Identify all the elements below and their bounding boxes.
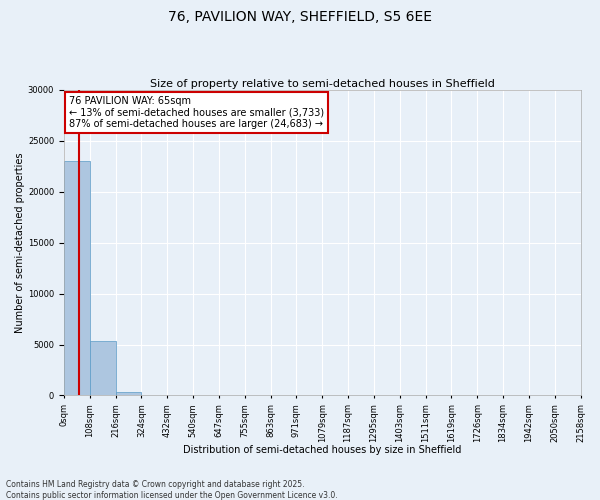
Text: 76 PAVILION WAY: 65sqm
← 13% of semi-detached houses are smaller (3,733)
87% of : 76 PAVILION WAY: 65sqm ← 13% of semi-det…	[69, 96, 324, 129]
Y-axis label: Number of semi-detached properties: Number of semi-detached properties	[15, 152, 25, 333]
Title: Size of property relative to semi-detached houses in Sheffield: Size of property relative to semi-detach…	[150, 79, 494, 89]
Text: 76, PAVILION WAY, SHEFFIELD, S5 6EE: 76, PAVILION WAY, SHEFFIELD, S5 6EE	[168, 10, 432, 24]
X-axis label: Distribution of semi-detached houses by size in Sheffield: Distribution of semi-detached houses by …	[183, 445, 461, 455]
Bar	[90, 341, 116, 396]
Bar	[116, 392, 142, 396]
Bar	[64, 160, 90, 396]
Text: Contains HM Land Registry data © Crown copyright and database right 2025.
Contai: Contains HM Land Registry data © Crown c…	[6, 480, 338, 500]
